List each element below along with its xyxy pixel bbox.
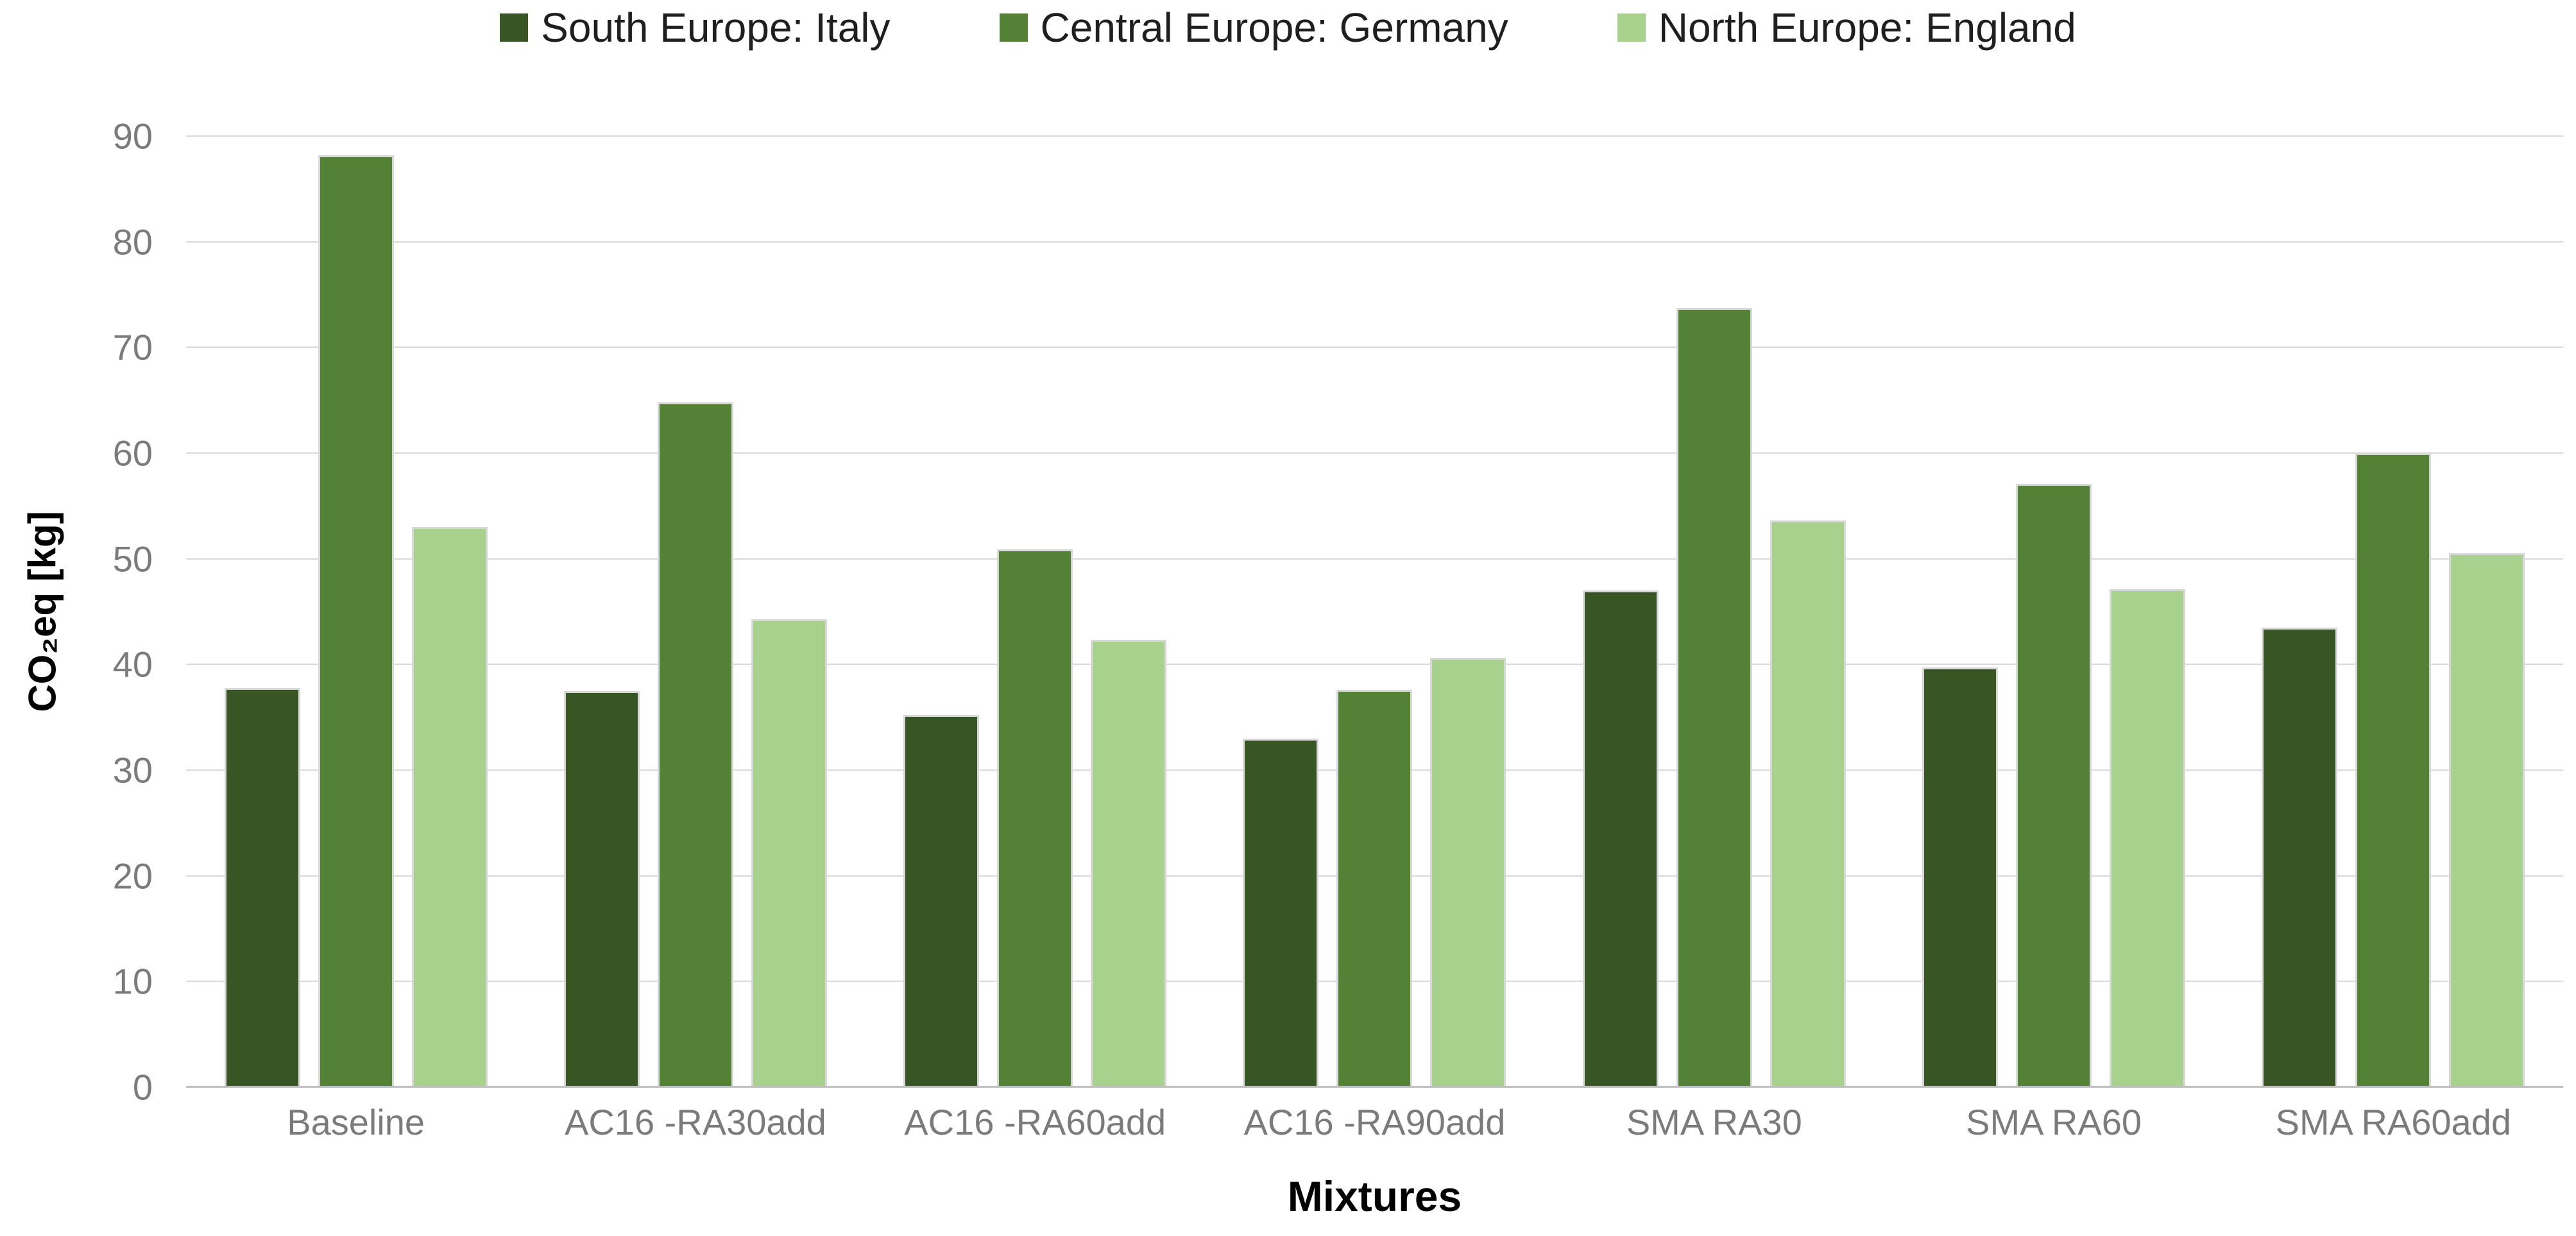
bar-group [525, 136, 865, 1087]
x-axis-tick-label: AC16 -RA60add [904, 1102, 1166, 1142]
bar [997, 549, 1073, 1087]
x-axis-title: Mixtures [1287, 1172, 1462, 1220]
bar [2262, 627, 2338, 1087]
bar [2449, 553, 2525, 1087]
y-axis-tick-label: 40 [112, 644, 153, 685]
legend-item: North Europe: England [1617, 4, 2076, 51]
bar [751, 619, 827, 1087]
bar [1430, 658, 1506, 1087]
bar [2110, 589, 2186, 1087]
bar-group [866, 136, 1205, 1087]
bar [224, 687, 300, 1087]
y-axis-tick-label: 30 [112, 750, 153, 791]
plot-area: 0 10 20 30 40 50 60 70 80 90 [113, 116, 2563, 1108]
x-axis-tick-label: SMA RA30 [1626, 1102, 1802, 1142]
x-axis-tick-label: SMA RA60 [1966, 1102, 2142, 1142]
bar [318, 155, 394, 1087]
y-axis-tick-label: 50 [112, 538, 153, 579]
y-axis-tick-label: 60 [112, 433, 153, 474]
x-axis-tick-label: Baseline [287, 1102, 425, 1142]
bar [1091, 640, 1167, 1087]
bar [1922, 667, 1999, 1087]
bar [903, 715, 980, 1087]
bar-group [1544, 136, 1884, 1087]
legend-item-label: South Europe: Italy [541, 4, 891, 51]
legend-item-label: Central Europe: Germany [1040, 4, 1508, 51]
gridline [186, 452, 2563, 454]
y-axis-tick-label: 10 [112, 961, 153, 1002]
bars-layer [186, 136, 2563, 1087]
bar-group [1205, 136, 1544, 1087]
bar [2016, 483, 2092, 1087]
bar [1582, 590, 1659, 1087]
y-axis-tick-label: 0 [132, 1067, 153, 1108]
bar [1336, 689, 1413, 1087]
y-axis-tick-labels: 0 10 20 30 40 50 60 70 80 90 [12, 116, 153, 1108]
x-axis-tick-label: AC16 -RA90add [1243, 1102, 1506, 1142]
x-axis-line [186, 1086, 2563, 1088]
x-axis-tick-label: AC16 -RA30add [565, 1102, 826, 1142]
bar [2355, 453, 2432, 1087]
bar [1770, 520, 1846, 1087]
bar [411, 527, 488, 1087]
legend-swatch-icon [999, 13, 1028, 42]
bar [657, 402, 733, 1087]
legend-item: Central Europe: Germany [999, 4, 1508, 51]
legend-item-label: North Europe: England [1658, 4, 2076, 51]
gridline [186, 241, 2563, 243]
y-axis-tick-label: 80 [112, 221, 153, 262]
gridline [186, 347, 2563, 348]
gridline [186, 135, 2563, 137]
x-axis-tick-labels: Baseline AC16 -RA30add AC16 -RA60add AC16 -… [186, 1101, 2563, 1143]
legend-swatch-icon [500, 13, 529, 42]
gridline [186, 664, 2563, 665]
bar-group [2224, 136, 2563, 1087]
bar-group [186, 136, 525, 1087]
legend: South Europe: Italy Central Europe: Germa… [0, 4, 2576, 51]
bar [563, 691, 640, 1087]
bar [1676, 308, 1752, 1087]
y-axis-tick-label: 90 [112, 116, 153, 157]
y-axis-tick-label: 70 [112, 327, 153, 368]
y-axis-tick-label: 20 [112, 855, 153, 897]
gridline [186, 558, 2563, 560]
x-axis-tick-label: SMA RA60add [2275, 1102, 2511, 1142]
bar [1243, 738, 1319, 1087]
bar-group [1884, 136, 2223, 1087]
legend-swatch-icon [1617, 13, 1646, 42]
legend-item: South Europe: Italy [500, 4, 891, 51]
